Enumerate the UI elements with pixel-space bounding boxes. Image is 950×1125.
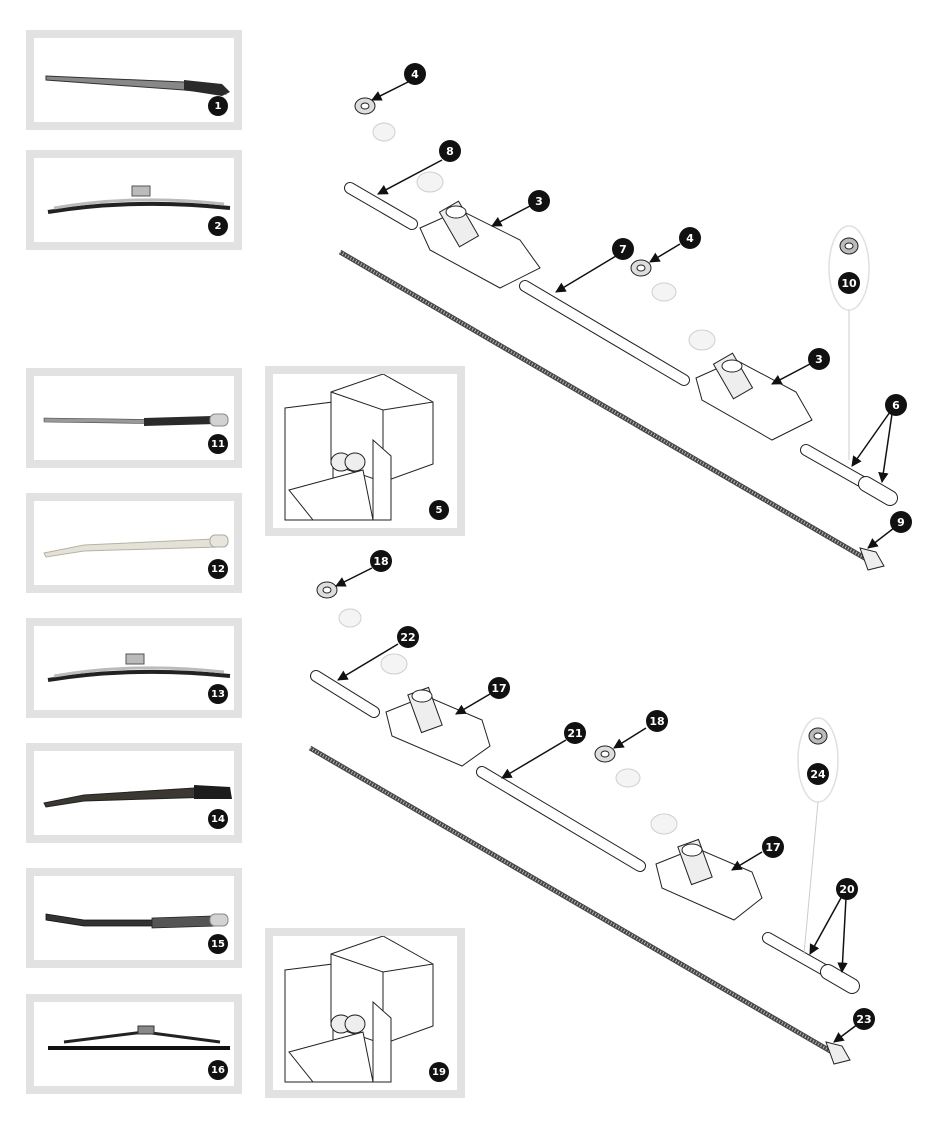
spacer-ghost: [651, 282, 677, 302]
callout-9: 9: [890, 511, 912, 533]
wiper-arm-image: [45, 75, 230, 96]
callout-19: 19: [429, 1062, 449, 1082]
tube-7: [519, 280, 690, 386]
cable-end-23: [825, 1041, 851, 1065]
callout-18: 18: [370, 550, 392, 572]
callout-4: 4: [679, 227, 701, 249]
wheelbox-17-right: [655, 838, 763, 921]
wiper-blade-image: [47, 653, 231, 682]
cable-end-9: [859, 547, 885, 571]
panel-wiper-arm-12: 12: [26, 493, 242, 593]
washer-10: [839, 237, 859, 255]
wiper-arm-image: [45, 913, 229, 929]
wiper-arm-image: [43, 413, 229, 427]
callout-13: 13: [208, 684, 228, 704]
nut-18-right: [594, 745, 616, 763]
panel-inset-19: 19: [265, 928, 465, 1098]
wheelbox-3-right: [695, 352, 813, 441]
callout-2: 2: [208, 216, 228, 236]
callout-22: 22: [397, 626, 419, 648]
callout-14: 14: [208, 809, 228, 829]
callout-8: 8: [439, 140, 461, 162]
wheelbox-3-left: [419, 200, 541, 289]
callout-20: 20: [836, 878, 858, 900]
panel-wiper-arm-11: 11: [26, 368, 242, 468]
nut-4-left: [354, 97, 376, 115]
callout-18: 18: [646, 710, 668, 732]
tube-6: [800, 444, 898, 506]
spacer-ghost: [650, 813, 678, 835]
rack-cable-9: [338, 249, 870, 563]
panel-inset-5: 5: [265, 366, 465, 536]
wiper-arm-image: [43, 785, 232, 808]
wiper-arm-image: [43, 534, 229, 558]
callout-23: 23: [853, 1008, 875, 1030]
nut-18-left: [316, 581, 338, 599]
callout-24: 24: [807, 763, 829, 785]
spacer-ghost: [372, 122, 396, 142]
wheelbox-17-left: [385, 686, 491, 767]
panel-wiper-arm-14: 14: [26, 743, 242, 843]
wiper-blade-image: [47, 185, 231, 214]
panel-wiper-blade-2: 2: [26, 150, 242, 250]
tube-21: [476, 766, 646, 872]
callout-17: 17: [762, 836, 784, 858]
wiper-blade-image: [48, 1025, 230, 1050]
washer-24: [808, 727, 828, 745]
bulkhead-inset-image: [284, 936, 434, 1083]
callout-4: 4: [404, 63, 426, 85]
tube-8: [344, 182, 418, 230]
bulkhead-inset-image: [284, 374, 434, 521]
callout-21: 21: [564, 722, 586, 744]
nut-4-right: [630, 259, 652, 277]
panel-wiper-arm-1: 1: [26, 30, 242, 130]
spacer-ghost: [688, 329, 716, 351]
callout-3: 3: [808, 348, 830, 370]
tube-20: [762, 932, 860, 994]
callout-12: 12: [208, 559, 228, 579]
spacer-ghost: [380, 653, 408, 675]
callout-10: 10: [838, 272, 860, 294]
spacer-ghost: [615, 768, 641, 788]
panel-wiper-arm-15: 15: [26, 868, 242, 968]
callout-17: 17: [488, 677, 510, 699]
callout-3: 3: [528, 190, 550, 212]
callout-16: 16: [208, 1060, 228, 1080]
callout-1: 1: [208, 96, 228, 116]
callout-11: 11: [208, 434, 228, 454]
panel-wiper-blade-16: 16: [26, 994, 242, 1094]
callout-5: 5: [429, 500, 449, 520]
callout-7: 7: [612, 238, 634, 260]
rack-cable-23: [308, 745, 834, 1055]
panel-wiper-blade-13: 13: [26, 618, 242, 718]
spacer-ghost: [416, 171, 444, 193]
callout-6: 6: [885, 394, 907, 416]
callout-15: 15: [208, 934, 228, 954]
spacer-ghost: [338, 608, 362, 628]
tube-22: [310, 670, 380, 718]
